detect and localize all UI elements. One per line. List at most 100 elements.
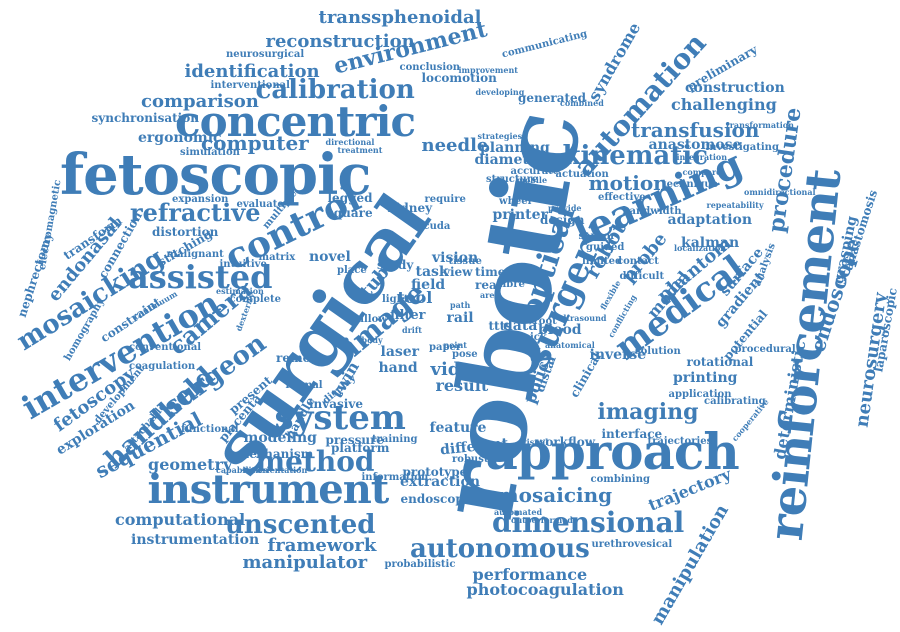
word-accurate: accurate — [510, 166, 560, 177]
word-interface: interface — [601, 427, 663, 441]
word-training: training — [372, 434, 418, 445]
word-calibrating: calibrating — [704, 396, 766, 407]
word-treatment: treatment — [337, 145, 383, 155]
word-time: time — [475, 265, 506, 279]
word-neurosurgical: neurosurgical — [226, 49, 305, 60]
word-framework: framework — [267, 535, 377, 556]
word-remote: remote — [276, 351, 324, 365]
word-procedural: procedural — [734, 344, 796, 355]
word-task: task — [415, 264, 449, 280]
word-conclusion: conclusion — [399, 62, 461, 73]
word-estimation: estimation — [216, 286, 264, 296]
word-orientation: orientation — [257, 465, 308, 475]
word-improvement: improvement — [458, 65, 518, 75]
word-ergonomic: ergonomic — [138, 130, 222, 146]
word-automated: automated — [494, 507, 543, 517]
word-pressure: pressure — [325, 433, 385, 447]
word-distortion: distortion — [152, 225, 219, 239]
word-visual: visual — [522, 437, 549, 447]
word-pick: pick — [523, 332, 547, 343]
word-strategies: strategies — [477, 131, 523, 141]
word-anastomose: anastomose — [648, 137, 742, 153]
word-urethrovesical: urethrovesical — [591, 539, 673, 550]
word-approach: approach — [485, 422, 740, 481]
word-data: data — [503, 318, 538, 334]
word-drift: drift — [402, 325, 422, 335]
word-tool: tool — [397, 288, 433, 307]
word-evaluate: evaluate — [236, 199, 284, 210]
word-place: place — [337, 265, 367, 276]
word-solution: solution — [635, 346, 681, 357]
word-rail: rail — [446, 310, 474, 326]
word-localization: localization — [674, 243, 727, 253]
word-investigating: investigating — [705, 142, 779, 153]
word-clinical: clinical — [566, 350, 604, 400]
word-sensor: sensor — [578, 231, 616, 242]
word-fibre: fibre — [499, 279, 525, 290]
word-electromagnetic: electromagnetic — [36, 178, 64, 271]
word-square: square — [327, 206, 373, 220]
word-field: field — [411, 277, 446, 293]
word-transfusion: transfusion — [631, 118, 760, 142]
word-rotational: rotational — [686, 355, 754, 369]
word-simulation: simulation — [180, 147, 240, 158]
word-wheel: wheel — [499, 196, 532, 207]
word-view: view — [443, 265, 473, 279]
word-printing: printing — [673, 370, 738, 386]
word-computational: computational — [115, 510, 246, 529]
word-formal: formal — [285, 380, 323, 391]
word-allow: allow — [357, 314, 387, 325]
word-printer: printer — [492, 207, 548, 223]
word-contact: contact — [617, 256, 659, 267]
word-path: path — [450, 300, 471, 310]
word-filter: filter — [390, 307, 426, 323]
word-extraction: extraction — [400, 474, 480, 490]
word-challenging: challenging — [671, 95, 777, 114]
word-body: body — [361, 335, 383, 345]
word-ultrasound: ultrasound — [557, 313, 607, 323]
word-motion: motion — [588, 171, 668, 195]
word-guided: guided — [586, 242, 625, 253]
word-vision: vision — [432, 250, 479, 266]
word-adaptation: adaptation — [667, 212, 753, 228]
word-video: video — [430, 359, 484, 380]
word-study: study — [377, 258, 414, 272]
word-malignant: malignant — [166, 249, 224, 260]
word-pose: pose — [452, 349, 478, 360]
word-blood: blood — [538, 322, 582, 338]
word-unscented: unscented — [225, 510, 376, 540]
word-legged: legged — [327, 191, 373, 205]
word-paper: paper — [429, 342, 462, 353]
word-flexible: flexible — [597, 278, 623, 312]
word-manipulator: manipulator — [242, 552, 368, 573]
word-require: require — [424, 194, 466, 205]
word-anatomical: anatomical — [545, 340, 595, 350]
word-light: light — [382, 294, 409, 305]
word-transformation: transformation — [726, 120, 794, 130]
word-mechanism: mechanism — [236, 447, 314, 461]
word-application: application — [668, 389, 732, 400]
word-combined: combined — [560, 98, 604, 108]
word-cuda: cuda — [423, 221, 451, 232]
word-result: result — [435, 376, 489, 395]
word-mobile: mobile — [516, 175, 548, 185]
word-planning: planning — [480, 140, 550, 156]
word-novel: novel — [309, 249, 351, 265]
word-reconstruction: reconstruction — [265, 31, 415, 52]
word-assisted: assisted — [128, 258, 273, 296]
word-comparison: comparison — [141, 91, 259, 112]
word-compare: compare — [682, 167, 722, 177]
word-concentric: concentric — [175, 97, 416, 146]
word-construction: construction — [685, 80, 785, 96]
word-root: root — [533, 316, 557, 327]
word-difficult: difficult — [619, 271, 665, 282]
word-interventional: interventional — [210, 80, 290, 91]
word-invasive: invasive — [309, 397, 363, 411]
word-trajectories: trajectories — [647, 436, 713, 447]
word-actuation: actuation — [555, 169, 609, 180]
word-platform: platform — [331, 441, 390, 455]
word-kidney: kidney — [387, 201, 433, 215]
word-autonomous: autonomous — [410, 534, 590, 564]
word-centre: centre — [522, 234, 558, 245]
word-point: point — [443, 340, 467, 350]
